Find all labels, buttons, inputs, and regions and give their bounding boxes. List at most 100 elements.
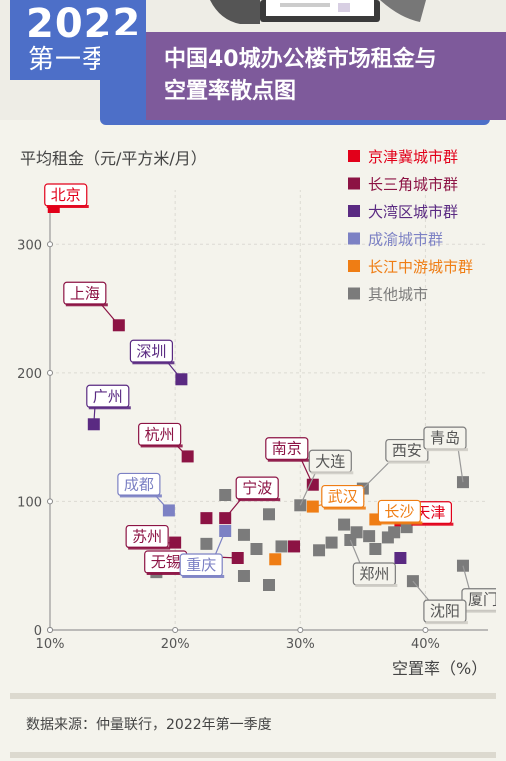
legend-label: 京津冀城市群: [368, 148, 458, 166]
x-tick-mark: [47, 627, 53, 633]
label-text: 无锡: [151, 553, 181, 571]
legend-swatch: [348, 260, 360, 272]
scatter-chart: 0 100 200 300 10% 20% 30% 40% 平均租金（元/平方米/月） 空置率（%…: [17, 148, 506, 678]
label-text: 南京: [272, 440, 302, 458]
data-point: [394, 552, 407, 564]
point-label: 南京: [265, 437, 310, 462]
x-tick-mark: [297, 627, 304, 633]
x-tick-label: 20%: [161, 637, 190, 652]
label-text: 上海: [70, 284, 100, 302]
x-tick-mark: [422, 627, 429, 633]
data-point: [325, 536, 338, 549]
label-shadow: [311, 471, 354, 475]
x-tick-mark: [172, 627, 179, 633]
point-label: 青岛: [423, 426, 468, 452]
point-label: 宁波: [235, 476, 281, 502]
divider: [10, 752, 496, 758]
label-shadow: [119, 494, 162, 498]
point-label: 北京: [44, 183, 89, 208]
label-text: 苏州: [132, 528, 162, 546]
label-shadow: [65, 303, 108, 307]
label-shadow: [132, 361, 175, 365]
point-label: 郑州: [352, 562, 398, 587]
data-point: [263, 508, 275, 521]
legend-label: 其他城市: [368, 286, 428, 304]
data-point: [200, 512, 213, 525]
label-shadow: [182, 575, 225, 578]
x-tick-label: 30%: [286, 637, 315, 652]
point-label: 无锡: [144, 550, 189, 575]
point-label: 广州: [86, 384, 131, 410]
point-label: 厦门: [461, 588, 506, 613]
label-shadow: [387, 460, 430, 464]
data-point: [338, 518, 351, 531]
page-title-line1: 中国40城办公楼市场租金与: [164, 47, 437, 72]
y-axis-label: 平均租金（元/平方米/月）: [20, 149, 207, 168]
point-label: 杭州: [138, 422, 183, 448]
label-text: 重庆: [186, 556, 216, 574]
legend-label: 成渝城市群: [368, 231, 443, 249]
y-tick-label: 300: [17, 238, 42, 253]
label-shadow: [355, 584, 398, 587]
legend-label: 长三角城市群: [368, 176, 458, 194]
data-point: [363, 530, 376, 543]
label-shadow: [146, 572, 189, 575]
x-axis-label: 空置率（%）: [392, 659, 487, 678]
title-box: 中国40城办公楼市场租金与 空置率散点图: [146, 32, 506, 120]
point-label: 成都: [117, 472, 162, 498]
label-shadow: [380, 521, 423, 525]
label-text: 宁波: [242, 479, 272, 497]
label-shadow: [238, 498, 281, 502]
legend-swatch: [348, 232, 360, 245]
label-text: 武汉: [328, 488, 358, 506]
y-tick-label: 0: [34, 624, 42, 639]
y-tick-mark: [47, 241, 53, 248]
x-tick-label: 10%: [36, 637, 65, 652]
label-shadow: [425, 448, 468, 452]
label-text: 成都: [124, 475, 154, 493]
data-point: [169, 536, 182, 549]
label-shadow: [46, 205, 89, 208]
data-point: [369, 543, 382, 555]
data-point: [313, 544, 326, 557]
point-label: 沈阳: [423, 599, 468, 625]
label-text: 天津: [415, 504, 445, 522]
divider: [10, 693, 496, 699]
data-point: [269, 553, 282, 566]
data-point: [263, 579, 275, 591]
legend-swatch: [348, 287, 360, 300]
y-tick-label: 100: [17, 495, 42, 510]
label-shadow: [463, 609, 506, 613]
point-label: 苏州: [125, 524, 171, 550]
label-text: 广州: [93, 387, 123, 405]
legend-label: 长江中游城市群: [368, 258, 473, 276]
label-text: 沈阳: [430, 602, 460, 620]
data-point: [237, 570, 250, 582]
point-label: 西安: [385, 438, 430, 464]
label-text: 青岛: [430, 429, 460, 447]
label-text: 大连: [315, 452, 345, 470]
point-label: 武汉: [321, 484, 366, 510]
label-text: 长沙: [384, 502, 414, 520]
label-shadow: [411, 522, 454, 526]
point-label: 上海: [63, 281, 108, 307]
label-shadow: [140, 444, 183, 448]
x-tick-label: 40%: [411, 637, 440, 652]
data-point: [237, 528, 250, 541]
point-label: 长沙: [377, 499, 423, 525]
label-shadow: [128, 546, 171, 550]
legend-swatch: [348, 205, 360, 217]
label-shadow: [267, 458, 310, 462]
data-point: [200, 537, 213, 550]
page-title-line2: 空置率散点图: [164, 79, 297, 104]
data-point: [388, 526, 401, 539]
point-label: 大连: [308, 449, 354, 475]
point-label: 深圳: [129, 339, 175, 365]
label-shadow: [323, 506, 366, 510]
data-point: [250, 543, 263, 555]
label-shadow: [425, 621, 468, 625]
data-point: [350, 526, 363, 539]
label-text: 北京: [51, 186, 81, 204]
y-tick-label: 200: [17, 367, 42, 382]
source-text: 数据来源：仲量联行，2022年第一季度: [26, 717, 272, 733]
